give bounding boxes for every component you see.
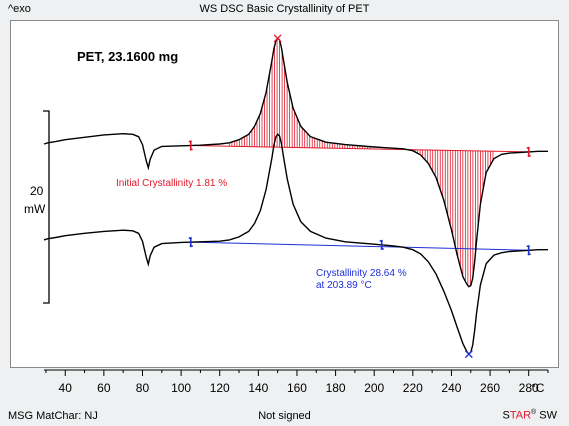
star-sw-logo: STAR® SW [502, 409, 557, 422]
x-tick-label: 280 [519, 381, 539, 395]
x-tick-label: 160 [287, 381, 307, 395]
series-line-1 [43, 37, 548, 288]
limit-marker-blue-end [526, 245, 531, 256]
x-tick-label: 40 [59, 381, 73, 395]
x-axis: 40 60 80 100 120 140 160 180 200 220 240 260 280°C [44, 369, 549, 395]
footer-left: MSG MatChar: NJ [8, 410, 98, 422]
x-tick-label: 180 [326, 381, 346, 395]
hatch-layer [228, 39, 494, 286]
exo-direction-label: ^exo [8, 3, 31, 15]
x-tick-label: 120 [210, 381, 230, 395]
limit-marker-blue-start [188, 237, 193, 248]
scale-bar-value: 20 [30, 184, 44, 198]
x-tick-label: 240 [441, 381, 461, 395]
footer-center: Not signed [258, 410, 311, 422]
x-tick-label: 100 [171, 381, 191, 395]
curve-layer [43, 37, 548, 356]
x-tick-label: 260 [480, 381, 500, 395]
peak-marker-red [273, 34, 282, 43]
sample-label: PET, 23.1600 mg [77, 49, 178, 64]
limit-marker-red-end [526, 146, 531, 157]
x-tick-label: 140 [248, 381, 268, 395]
peak-marker-blue [464, 350, 473, 359]
x-tick-label: 60 [97, 381, 111, 395]
scale-bar [43, 110, 50, 304]
series-line-2 [43, 133, 548, 356]
scale-bar-unit: mW [24, 202, 46, 216]
baseline-top [190, 145, 529, 153]
x-tick-label: 80 [136, 381, 150, 395]
baseline-bottom [190, 241, 529, 251]
chart-title: WS DSC Basic Crystallinity of PET [199, 3, 370, 15]
baseline-layer [190, 145, 529, 251]
marker-layer [188, 34, 531, 359]
x-tick-label: 220 [403, 381, 423, 395]
x-axis-unit: °C [531, 381, 545, 395]
crystallinity-temp-label: at 203.89 °C [316, 280, 372, 291]
initial-crystallinity-label: Initial Crystallinity 1.81 % [116, 178, 227, 189]
limit-marker-red-start [188, 140, 193, 151]
crystallinity-label: Crystallinity 28.64 % [316, 268, 407, 279]
limit-marker-blue-mid [379, 239, 384, 250]
x-tick-label: 200 [364, 381, 384, 395]
